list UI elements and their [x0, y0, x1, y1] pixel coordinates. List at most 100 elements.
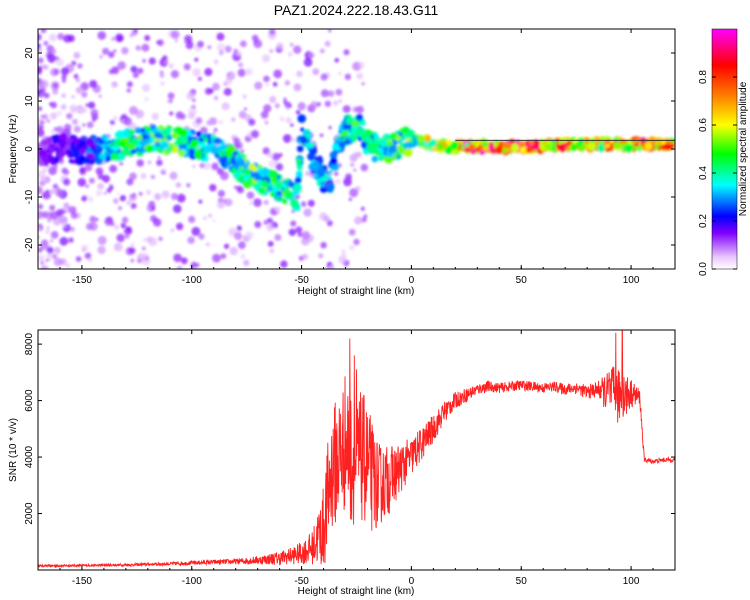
- heatmap-noise-blob: [345, 173, 352, 181]
- heatmap-ridge-blob: [350, 125, 358, 133]
- heatmap-noise-blob: [351, 61, 361, 71]
- heatmap-noise-blob: [47, 165, 50, 169]
- heatmap-noise-blob: [38, 203, 44, 210]
- heatmap-noise-blob: [49, 189, 54, 194]
- heatmap-ridge-blob: [58, 139, 67, 148]
- x-tick-label: 100: [623, 576, 640, 587]
- heatmap-noise-blob: [99, 55, 103, 59]
- heatmap-ridge-blob: [311, 161, 321, 170]
- heatmap-noise-blob: [98, 94, 102, 98]
- heatmap-noise-blob: [290, 123, 294, 127]
- spectrogram-ylabel: Frequency (Hz): [8, 115, 19, 184]
- heatmap-noise-blob: [320, 73, 328, 81]
- heatmap-noise-blob: [156, 159, 163, 166]
- heatmap-noise-blob: [333, 171, 339, 177]
- heatmap-noise-blob: [144, 35, 151, 41]
- heatmap-ridge-blob: [338, 141, 346, 149]
- heatmap-ridge-blob: [556, 144, 563, 151]
- heatmap-noise-blob: [170, 228, 175, 233]
- x-tick-label: -100: [182, 576, 202, 587]
- heatmap-ridge-blob: [38, 148, 47, 157]
- heatmap-ridge-blob: [95, 145, 104, 154]
- heatmap-noise-blob: [62, 79, 66, 83]
- y-tick-label: 0: [24, 146, 35, 152]
- heatmap-noise-blob: [39, 93, 44, 98]
- heatmap-noise-blob: [274, 206, 281, 213]
- heatmap-ridge-blob: [173, 141, 179, 147]
- heatmap-ridge-blob: [621, 143, 626, 148]
- heatmap-noise-blob: [71, 95, 75, 99]
- heatmap-noise-blob: [349, 153, 358, 163]
- heatmap-ridge-blob: [565, 146, 570, 151]
- x-tick-label: 0: [409, 275, 415, 286]
- heatmap-noise-blob: [328, 29, 332, 33]
- heatmap-noise-blob: [223, 91, 228, 95]
- heatmap-ridge-blob: [490, 148, 496, 153]
- heatmap-noise-blob: [170, 30, 180, 39]
- heatmap-noise-blob: [269, 248, 275, 254]
- heatmap-noise-blob: [144, 97, 149, 102]
- heatmap-noise-blob: [285, 117, 292, 124]
- heatmap-noise-blob: [71, 60, 77, 66]
- heatmap-ridge-blob: [290, 198, 299, 208]
- heatmap-noise-blob: [80, 107, 87, 114]
- heatmap-noise-blob: [217, 190, 225, 198]
- heatmap-noise-blob: [168, 63, 174, 69]
- heatmap-ridge-blob: [195, 153, 203, 160]
- heatmap-ridge-blob: [294, 176, 302, 184]
- heatmap-ridge-blob: [275, 196, 280, 201]
- heatmap-noise-blob: [57, 33, 65, 40]
- heatmap-noise-blob: [63, 178, 71, 186]
- colorbar-gradient: [711, 28, 738, 270]
- spectrogram-xlabel: Height of straight line (km): [298, 286, 415, 297]
- heatmap-noise-blob: [133, 29, 138, 33]
- heatmap-ridge-blob: [203, 137, 209, 143]
- heatmap-ridge-blob: [464, 147, 470, 153]
- heatmap-ridge-blob: [437, 143, 444, 150]
- heatmap-noise-blob: [109, 164, 118, 173]
- heatmap-ridge-blob: [65, 149, 71, 155]
- heatmap-ridge-blob: [597, 143, 606, 153]
- heatmap-noise-blob: [192, 164, 196, 169]
- heatmap-noise-blob: [194, 57, 199, 62]
- heatmap-noise-blob: [40, 29, 47, 34]
- y-tick-label: 20: [24, 47, 35, 59]
- heatmap-noise-blob: [342, 105, 351, 114]
- heatmap-ridge-blob: [210, 134, 217, 141]
- heatmap-noise-blob: [287, 51, 293, 57]
- x-tick-label: 100: [623, 275, 640, 286]
- heatmap-noise-blob: [190, 261, 198, 269]
- heatmap-noise-blob: [199, 162, 205, 169]
- heatmap-noise-blob: [97, 245, 106, 255]
- heatmap-noise-blob: [176, 193, 186, 203]
- heatmap-noise-blob: [335, 88, 343, 96]
- heatmap-noise-blob: [204, 67, 213, 77]
- heatmap-noise-blob: [217, 200, 225, 209]
- heatmap-noise-blob: [75, 86, 83, 94]
- heatmap-noise-blob: [300, 201, 307, 207]
- heatmap-ridge-blob: [296, 163, 303, 171]
- heatmap-noise-blob: [45, 252, 54, 261]
- heatmap-noise-blob: [186, 183, 191, 188]
- heatmap-noise-blob: [269, 29, 276, 36]
- heatmap-noise-blob: [213, 59, 219, 65]
- heatmap-ridge-blob: [482, 142, 488, 148]
- heatmap-noise-blob: [132, 72, 139, 78]
- heatmap-noise-blob: [179, 113, 186, 120]
- heatmap-ridge-blob: [172, 127, 178, 133]
- heatmap-noise-blob: [341, 250, 345, 254]
- heatmap-noise-blob: [88, 177, 95, 184]
- heatmap-noise-blob: [160, 81, 165, 86]
- heatmap-ridge-blob: [146, 145, 154, 153]
- heatmap-ridge-blob: [357, 132, 363, 137]
- heatmap-noise-blob: [140, 173, 147, 180]
- heatmap-noise-blob: [334, 58, 340, 63]
- heatmap-noise-blob: [242, 94, 247, 99]
- heatmap-ridge-blob: [70, 141, 75, 146]
- heatmap-noise-blob: [75, 256, 82, 262]
- heatmap-noise-blob: [157, 39, 164, 46]
- heatmap-ridge-blob: [330, 157, 338, 165]
- heatmap-ridge-blob: [373, 136, 380, 143]
- heatmap-noise-blob: [97, 235, 107, 245]
- heatmap-noise-blob: [38, 210, 44, 220]
